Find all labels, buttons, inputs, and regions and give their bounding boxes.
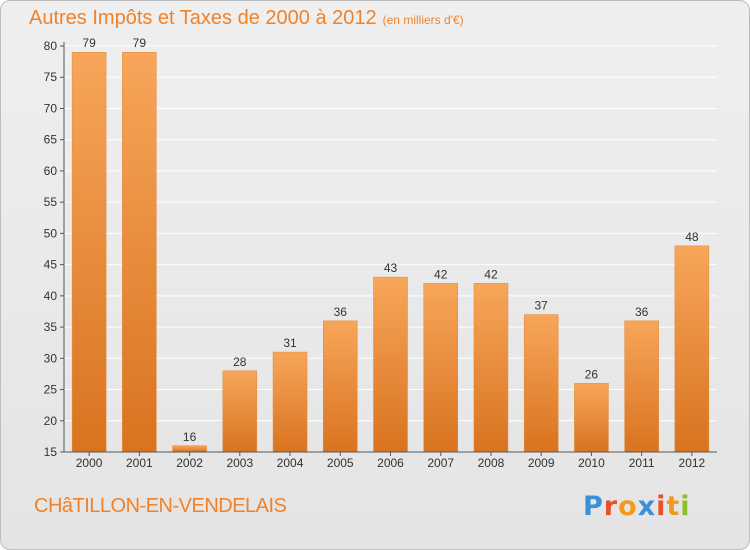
data-label-2011: 36 [635, 305, 649, 319]
data-label-2010: 26 [585, 367, 599, 381]
bar-2010 [574, 383, 609, 453]
bar-2008 [473, 283, 509, 453]
bar-2005 [323, 320, 358, 453]
x-tick-label: 2009 [528, 456, 555, 470]
x-tick-label: 2005 [327, 456, 354, 470]
logo-letter: P [583, 491, 604, 522]
chart-title-unit: (en milliers d'€) [382, 13, 464, 27]
y-tick-label: 65 [44, 133, 58, 147]
y-tick-label: 35 [44, 320, 58, 334]
logo-letter: r [603, 491, 619, 522]
commune-name: CHâTILLON-EN-VENDELAIS [34, 495, 287, 517]
x-tick-label: 2011 [629, 456, 655, 470]
y-tick-label: 40 [44, 289, 58, 303]
bar-2002 [172, 445, 207, 453]
logo-letter: x [637, 491, 657, 522]
y-tick-label: 80 [44, 39, 58, 53]
bar-2011 [624, 320, 659, 453]
logo-letter: o [618, 491, 638, 522]
bar-2000 [71, 51, 107, 453]
bar-2012 [674, 245, 710, 453]
data-label-2008: 42 [484, 267, 498, 281]
bar-2003 [222, 370, 258, 453]
y-tick-label: 30 [44, 351, 58, 365]
bar-2006 [373, 276, 408, 453]
chart-title-main: Autres Impôts et Taxes de 2000 à 2012 [29, 7, 377, 29]
logo-letter: t [666, 491, 681, 522]
y-tick-label: 45 [44, 258, 58, 272]
proxiti-logo: Proxiti [583, 491, 691, 522]
x-tick-label: 2006 [377, 456, 404, 470]
data-label-2002: 16 [183, 430, 197, 444]
bar-2004 [272, 351, 308, 453]
y-tick-label: 15 [44, 445, 58, 459]
x-tick-label: 2003 [226, 456, 253, 470]
chart-title: Autres Impôts et Taxes de 2000 à 2012 (en… [29, 7, 464, 30]
bars: 79 79 16 28 31 36 43 42 42 37 26 36 48 [71, 36, 710, 453]
x-tick-label: 2007 [427, 456, 454, 470]
data-label-2005: 36 [334, 305, 348, 319]
y-tick-label: 20 [44, 414, 58, 428]
logo-letter: i [656, 491, 667, 522]
x-tick-label: 2000 [76, 456, 103, 470]
x-tick-label: 2008 [478, 456, 505, 470]
y-tick-label: 25 [44, 383, 58, 397]
y-tick-label: 75 [44, 70, 58, 84]
data-label-2003: 28 [233, 355, 247, 369]
y-tick-label: 70 [44, 101, 58, 115]
data-label-2006: 43 [384, 261, 398, 275]
bar-2007 [423, 283, 458, 453]
data-label-2007: 42 [434, 267, 448, 281]
x-tick-label: 2001 [126, 456, 153, 470]
data-label-2000: 79 [82, 36, 96, 50]
data-label-2012: 48 [685, 230, 699, 244]
data-label-2004: 31 [283, 336, 297, 350]
y-tick-label: 55 [44, 195, 58, 209]
y-tick-label: 50 [44, 226, 58, 240]
data-label-2009: 37 [535, 299, 549, 313]
data-label-2001: 79 [133, 36, 147, 50]
axes: 15 20 25 30 35 40 45 50 55 60 65 70 75 80 2000 2001 2002… [44, 39, 717, 470]
x-tick-label: 2002 [176, 456, 203, 470]
bar-2009 [523, 314, 559, 453]
logo-letter: i [680, 491, 691, 522]
x-tick-label: 2010 [578, 456, 605, 470]
bar-2001 [122, 51, 157, 453]
x-tick-label: 2012 [679, 456, 706, 470]
y-tick-label: 60 [44, 164, 58, 178]
x-tick-label: 2004 [277, 456, 304, 470]
